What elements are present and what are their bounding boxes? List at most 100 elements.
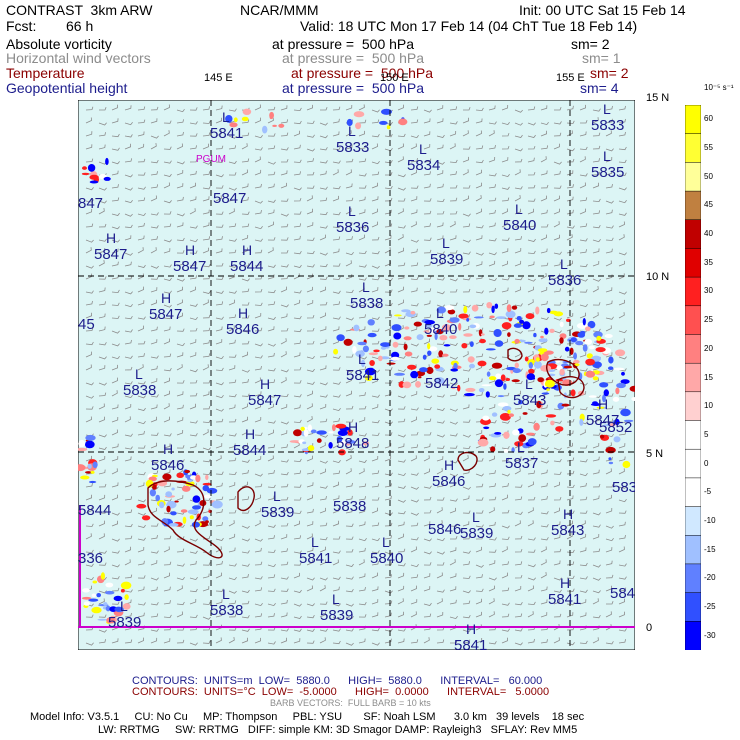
wind-barb: [293, 340, 302, 345]
wind-barb: [514, 585, 522, 592]
vorticity-cell: [184, 469, 191, 474]
wind-barb: [215, 599, 223, 605]
wind-barb: [241, 481, 248, 488]
wind-barb: [566, 442, 573, 449]
wind-barb: [436, 341, 445, 345]
vorticity-cell: [463, 333, 473, 337]
vorticity-cell: [458, 313, 469, 319]
vorticity-cell: [588, 395, 597, 398]
wind-barb: [579, 599, 587, 605]
height-value: 5840: [424, 321, 457, 338]
wind-barb: [371, 522, 380, 527]
wind-barb: [579, 104, 586, 111]
wind-barb: [306, 585, 313, 592]
wind-barb: [436, 291, 445, 295]
wind-barb: [150, 195, 157, 202]
wind-barb: [592, 442, 600, 449]
wind-barb: [241, 369, 250, 373]
vorticity-cell: [540, 364, 552, 372]
wind-barb: [228, 187, 237, 191]
vorticity-cell: [229, 122, 238, 128]
wind-barb: [111, 512, 120, 516]
wind-barb: [163, 120, 172, 124]
wind-barb: [410, 287, 418, 293]
wind-barb: [189, 286, 196, 293]
vorticity-cell: [469, 324, 477, 329]
wind-barb: [605, 368, 614, 372]
wind-barb: [293, 197, 302, 202]
wind-barb: [488, 470, 496, 475]
wind-barb: [85, 239, 94, 243]
wind-barb: [111, 248, 119, 254]
wind-barb: [241, 416, 248, 423]
wind-barb: [98, 313, 106, 319]
wind-barb: [215, 612, 223, 618]
wind-barb: [410, 326, 418, 332]
vorticity-cell: [489, 315, 495, 319]
wind-barb: [488, 496, 497, 501]
wind-barb: [202, 459, 211, 463]
wind-barb: [345, 468, 352, 475]
wind-barb: [540, 105, 548, 111]
vorticity-cell: [92, 461, 98, 469]
wind-barb: [215, 105, 223, 111]
wind-barb: [618, 187, 627, 191]
vorticity-cell: [524, 356, 529, 362]
colorbar-tick: -10: [704, 515, 716, 525]
wind-barb: [527, 122, 536, 126]
wind-barb: [592, 533, 600, 540]
wind-barb: [124, 589, 133, 593]
wind-barb: [553, 121, 562, 125]
wind-barb: [514, 351, 521, 358]
wind-barb: [267, 247, 274, 254]
wind-barb: [280, 377, 287, 384]
low-marker: L: [222, 586, 230, 602]
low-marker: L: [603, 148, 611, 164]
vorticity-cell: [335, 423, 347, 429]
wind-barb: [280, 275, 289, 280]
wind-barb: [280, 444, 288, 449]
wind-barb: [371, 316, 380, 320]
wind-barb: [306, 340, 315, 345]
wind-barb: [423, 223, 431, 228]
wind-barb: [345, 576, 354, 580]
wind-barb: [514, 236, 522, 241]
wind-barb: [124, 134, 133, 138]
vorticity-cell: [369, 360, 375, 366]
wind-barb: [475, 458, 484, 462]
wind-barb: [579, 612, 587, 618]
wind-barb: [345, 455, 352, 462]
wind-barb: [553, 330, 562, 334]
vorticity-cell: [136, 503, 147, 509]
vorticity-cell: [507, 332, 511, 337]
wind-barb: [462, 304, 471, 308]
wind-barb: [540, 496, 548, 501]
wind-barb: [241, 278, 250, 282]
height-value: 583: [612, 479, 635, 496]
wind-barb: [319, 186, 328, 190]
vorticity-cell: [434, 364, 441, 369]
wind-barb: [137, 273, 144, 280]
map-background: [78, 100, 635, 650]
wind-barb: [592, 637, 599, 644]
wind-barb: [371, 265, 380, 269]
wind-barb: [618, 431, 627, 436]
wind-barb: [163, 326, 171, 332]
wind-barb: [397, 563, 406, 567]
wind-barb: [462, 575, 471, 579]
wind-barb: [228, 600, 237, 605]
wind-barb: [85, 144, 93, 150]
wind-barb: [514, 303, 523, 307]
wind-barb: [358, 173, 367, 177]
wind-barb: [163, 368, 172, 372]
wind-barb: [618, 118, 626, 124]
wind-barb: [423, 183, 431, 189]
wind-barb: [202, 364, 209, 371]
vorticity-cell: [105, 157, 109, 166]
wind-barb: [98, 276, 107, 280]
wind-barb: [501, 186, 510, 190]
wind-barb: [241, 442, 248, 449]
wind-barb: [423, 602, 432, 606]
wind-barb: [306, 250, 315, 255]
vorticity-cell: [199, 500, 207, 507]
